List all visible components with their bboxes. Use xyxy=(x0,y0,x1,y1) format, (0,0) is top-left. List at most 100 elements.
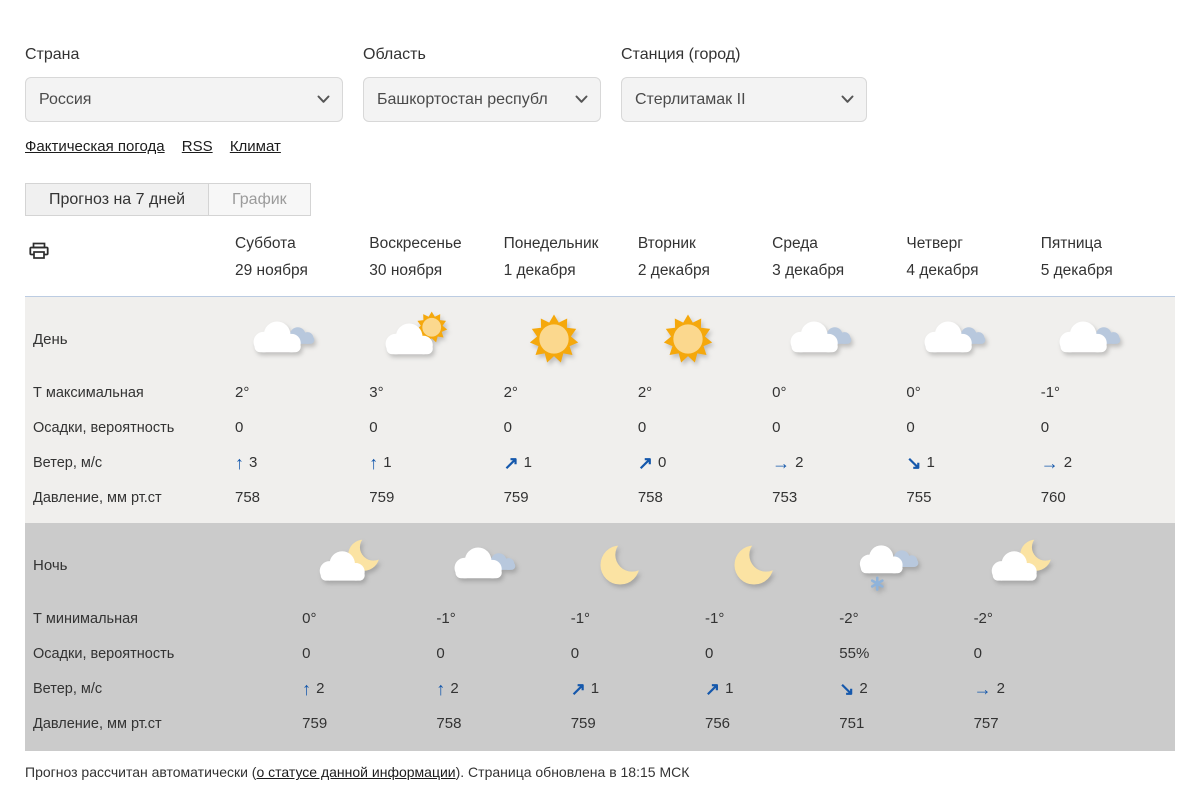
tab-forecast-7-days[interactable]: Прогноз на 7 дней xyxy=(25,183,209,216)
wind-direction-up-right-icon: ↗ xyxy=(705,678,721,699)
pressure-value: 759 xyxy=(570,715,596,733)
precipitation-value: 0 xyxy=(906,419,915,437)
row-label: Ветер, м/с xyxy=(33,680,103,697)
day-header: Воскресенье 30 ноября xyxy=(369,230,503,284)
country-label: Страна xyxy=(25,46,80,63)
temperature-min-value: -2° xyxy=(839,610,859,628)
station-select[interactable]: Стерлитамак II xyxy=(621,77,867,122)
day-header: Суббота 29 ноября xyxy=(235,230,369,284)
temperature-min-value: -1° xyxy=(570,610,591,628)
forecast-row-pressure: Давление, мм рт.ст 759 758 759 756 751 757 xyxy=(25,706,1175,741)
wind-speed: 2 xyxy=(316,680,325,698)
temperature-max-value: 0° xyxy=(906,384,921,402)
day-date: 1 декабря xyxy=(503,262,576,280)
forecast-row-temperature-min: Т минимальная 0° -1° -1° -1° -2° -2° xyxy=(25,601,1175,636)
print-button[interactable] xyxy=(25,230,235,265)
wind-value: ↘ 1 xyxy=(906,454,1040,472)
forecast-row-precipitation: Осадки, вероятность 0 0 0 0 0 0 0 xyxy=(25,410,1175,445)
temperature-max-value: -1° xyxy=(1040,384,1061,402)
forecast-table: Суббота 29 ноября Воскресенье 30 ноября Поне… xyxy=(25,230,1175,752)
footer-text-before: Прогноз рассчитан автоматически ( xyxy=(25,764,257,781)
wind-speed: 2 xyxy=(450,680,459,698)
wind-value: ↑ 2 xyxy=(302,680,436,698)
location-selectors: Страна Россия Область Башкортостан респу… xyxy=(25,46,1175,122)
temperature-min-value: -1° xyxy=(436,610,456,628)
weather-icon-cloudy xyxy=(912,310,1040,368)
wind-speed: 1 xyxy=(926,454,935,472)
temperature-min-value: -2° xyxy=(973,610,993,628)
climate-link[interactable]: Климат xyxy=(229,138,281,155)
region-label: Область xyxy=(363,46,426,63)
temperature-max-value: 2° xyxy=(235,384,250,402)
temperature-max-value: 3° xyxy=(369,384,384,402)
wind-value: ↗ 0 xyxy=(638,454,772,472)
footer-note: Прогноз рассчитан автоматически (о стату… xyxy=(25,764,1175,780)
weather-icon-cloud-moon xyxy=(308,536,436,594)
forecast-row-precipitation: Осадки, вероятность 0 0 0 0 55% 0 xyxy=(25,636,1175,671)
day-name: Суббота xyxy=(235,235,296,252)
day-date: 30 ноября xyxy=(369,262,443,280)
actual-weather-link[interactable]: Фактическая погода xyxy=(25,138,165,155)
day-date: 5 декабря xyxy=(1040,262,1113,280)
weather-icon-moon xyxy=(577,536,705,594)
pressure-value: 756 xyxy=(705,715,731,733)
day-header: Среда 3 декабря xyxy=(772,230,906,284)
weather-icon-sun xyxy=(510,310,638,368)
precipitation-value: 0 xyxy=(235,419,244,437)
wind-value: ↑ 3 xyxy=(235,454,369,472)
precipitation-value: 0 xyxy=(436,645,445,663)
section-label: Ночь xyxy=(33,556,68,574)
pressure-value: 751 xyxy=(839,715,865,733)
chevron-down-icon xyxy=(575,95,588,103)
day-header: Пятница 5 декабря xyxy=(1041,230,1175,284)
precipitation-value: 0 xyxy=(570,645,580,663)
region-select[interactable]: Башкортостан республ xyxy=(363,77,601,122)
wind-speed: 2 xyxy=(1063,454,1073,472)
row-label: Осадки, вероятность xyxy=(33,419,175,436)
day-date: 3 декабря xyxy=(772,262,845,280)
row-label: Ветер, м/с xyxy=(33,454,103,471)
row-label: Т максимальная xyxy=(33,384,144,401)
wind-speed: 2 xyxy=(996,680,1005,698)
precipitation-value: 0 xyxy=(369,419,378,437)
pressure-value: 759 xyxy=(369,489,395,507)
pressure-value: 755 xyxy=(906,489,932,507)
country-select[interactable]: Россия xyxy=(25,77,343,122)
pressure-value: 758 xyxy=(235,489,261,507)
station-select-value: Стерлитамак II xyxy=(635,90,746,108)
wind-value: → 2 xyxy=(772,454,906,472)
day-name: Четверг xyxy=(906,235,963,252)
precipitation-value: 0 xyxy=(302,645,311,663)
station-label: Станция (город) xyxy=(621,46,741,63)
wind-speed: 2 xyxy=(859,680,868,698)
temperature-max-value: 2° xyxy=(503,384,518,402)
forecast-row-temperature-max: Т максимальная 2° 3° 2° 2° 0° 0° -1° xyxy=(25,375,1175,410)
day-header: Понедельник 1 декабря xyxy=(504,230,638,284)
forecast-row-pressure: Давление, мм рт.ст 758 759 759 758 753 755 760 xyxy=(25,480,1175,515)
rss-link[interactable]: RSS xyxy=(181,138,213,155)
region-select-value: Башкортостан республ xyxy=(377,90,548,108)
wind-value: ↗ 1 xyxy=(705,680,839,698)
wind-speed: 1 xyxy=(590,680,600,698)
wind-value: ↑ 1 xyxy=(369,454,503,472)
info-status-link[interactable]: о статусе данной информации xyxy=(256,764,456,781)
pressure-value: 759 xyxy=(302,715,328,733)
night-section: Ночь Т минимальная 0° -1° -1° -1° -2° -2° Осадки… xyxy=(25,523,1175,752)
wind-value: ↘ 2 xyxy=(839,680,973,698)
day-date: 4 декабря xyxy=(906,262,979,280)
tab-chart[interactable]: График xyxy=(209,183,311,216)
day-section: День Т максимальная 2° 3° 2° 2° 0° 0° -1° Осадки,… xyxy=(25,296,1175,524)
precipitation-value: 0 xyxy=(705,645,714,663)
weather-icon-cloudy xyxy=(442,536,570,594)
temperature-max-value: 0° xyxy=(772,384,787,402)
temperature-min-value: 0° xyxy=(302,610,317,628)
day-name: Среда xyxy=(772,235,818,252)
pressure-value: 757 xyxy=(973,715,999,733)
footer-text-after: ). Страница обновлена в 18:15 МСК xyxy=(455,764,690,781)
day-date: 2 декабря xyxy=(637,262,710,280)
pressure-value: 753 xyxy=(772,489,798,507)
forecast-row-wind: Ветер, м/с ↑ 2 ↑ 2 ↗ 1 ↗ 1 ↘ 2 → 2 xyxy=(25,671,1175,706)
chevron-down-icon xyxy=(841,95,854,103)
wind-value: → 2 xyxy=(1041,454,1175,472)
forecast-row-wind: Ветер, м/с ↑ 3 ↑ 1 ↗ 1 ↗ 0 → 2 ↘ 1 → 2 xyxy=(25,445,1175,480)
